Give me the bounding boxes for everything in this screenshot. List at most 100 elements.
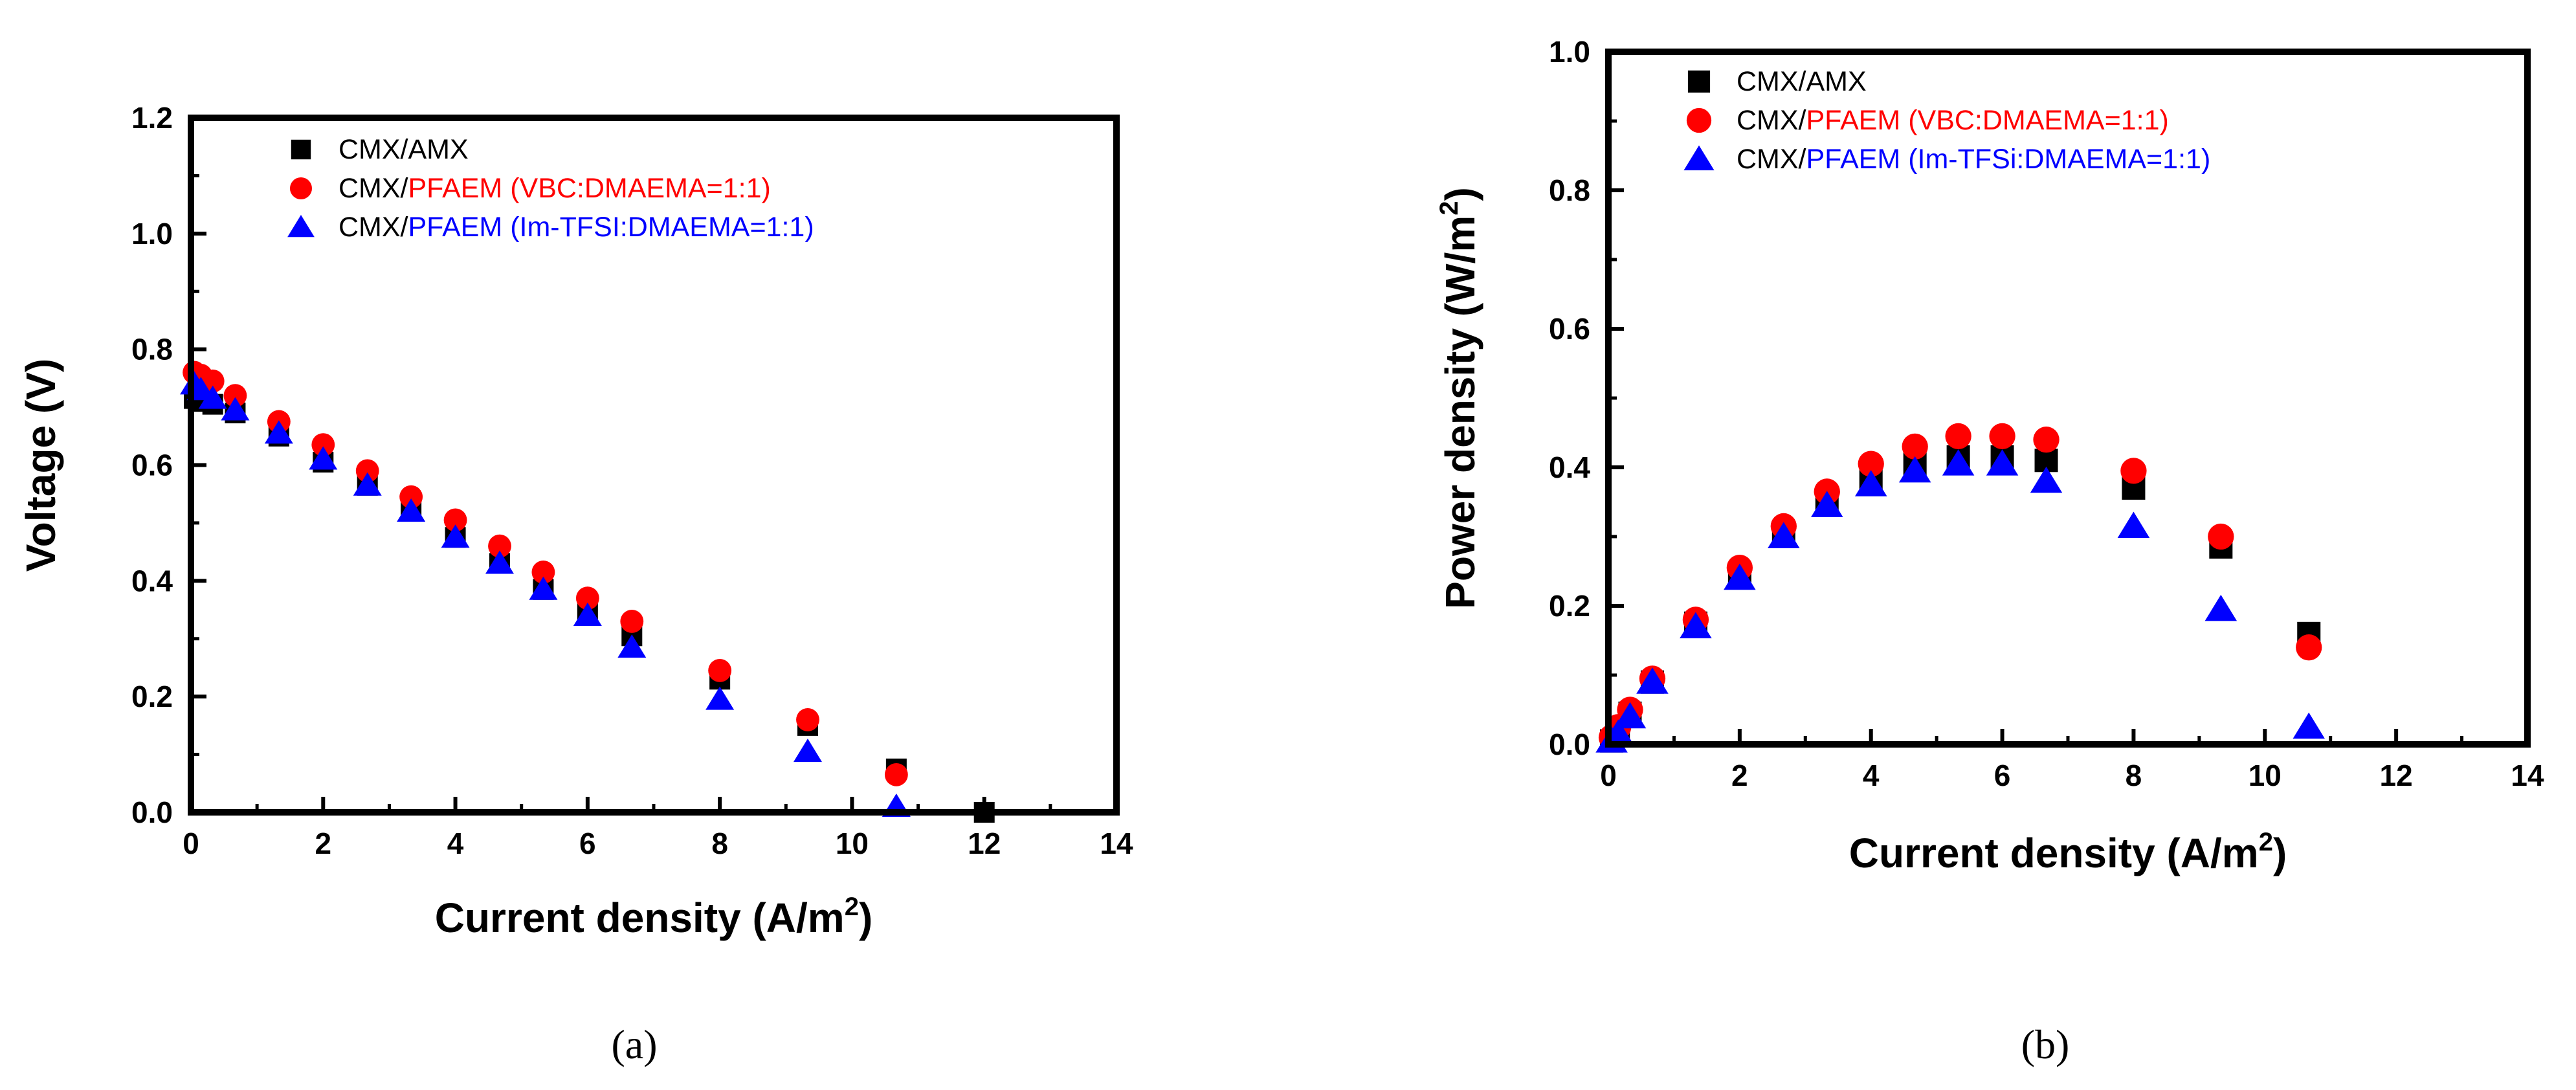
data-point-circle	[1858, 450, 1884, 477]
data-point-circle	[399, 485, 423, 509]
x-axis-label-a: Current density (A/m2)	[435, 893, 873, 941]
chart-panel-b: 0.00.20.40.60.81.0 0 2 4 6 8 10 12 14 CMX/AMXCM…	[1435, 35, 2544, 1067]
y-tick-label: 0.2	[1549, 589, 1590, 623]
x-tick-label: 10	[836, 827, 869, 860]
plot-frame-a	[188, 115, 1120, 816]
x-tick-label: 2	[315, 827, 331, 860]
legend-label: CMX/AMX	[1737, 66, 1867, 97]
data-point-triangle	[198, 385, 227, 409]
data-point-triangle	[2293, 712, 2325, 739]
data-point-triangle	[793, 739, 822, 762]
data-point-circle	[311, 433, 335, 457]
x-tick-label: 14	[1100, 827, 1133, 860]
x-tick-labels-b: 0 2 4 6 8 10 12 14	[1600, 759, 2544, 792]
data-point-triangle	[573, 602, 602, 626]
x-tick-label: 8	[711, 827, 728, 860]
data-point-triangle	[264, 420, 293, 444]
data-point-circle	[355, 459, 379, 483]
legend-marker-circle	[289, 177, 313, 200]
y-tick-label: 0.6	[131, 449, 173, 482]
data-point-triangle	[397, 498, 426, 522]
data-point-circle	[2296, 634, 2322, 661]
data-point-circle	[1945, 423, 1971, 450]
x-tick-label: 4	[447, 827, 464, 860]
y-tick-label: 0.8	[1549, 173, 1590, 207]
y-tick-label: 1.2	[131, 101, 173, 135]
data-point-circle	[2120, 458, 2147, 484]
y-tick-label: 0.8	[131, 333, 173, 366]
data-point-triangle	[617, 634, 647, 658]
data-point-triangle	[353, 472, 382, 496]
data-point-circle	[488, 534, 511, 558]
data-point-circle	[223, 384, 247, 408]
legend-label: CMX/PFAEM (VBC:DMAEMA=1:1)	[339, 173, 771, 204]
data-point-triangle	[485, 550, 515, 574]
data-point-circle	[531, 561, 555, 584]
data-point-triangle	[1614, 702, 1647, 729]
x-tick-label: 4	[1863, 759, 1880, 792]
data-point-circle	[796, 708, 819, 731]
y-tick-label: 0.0	[131, 795, 173, 829]
data-point-triangle	[1636, 667, 1669, 694]
legend-marker-square	[291, 139, 311, 160]
data-point-circle	[708, 659, 732, 682]
data-point-triangle	[221, 397, 250, 421]
data-point-triangle	[1942, 449, 1975, 476]
data-point-triangle	[309, 446, 338, 470]
data-point-triangle	[529, 576, 558, 600]
data-point-triangle	[441, 524, 470, 548]
plot-frame-b	[1605, 49, 2531, 748]
legend-label: CMX/PFAEM (Im-TFSI:DMAEMA=1:1)	[339, 212, 814, 243]
x-tick-labels-a: 0 2 4 6 8 10 12 14	[183, 827, 1133, 860]
data-point-triangle	[1854, 470, 1887, 496]
data-marks-b	[1595, 423, 2325, 753]
legend-b: CMX/AMX CMX/PFAEM (VBC:DMAEMA=1:1) CMX/PFA…	[1683, 66, 2210, 175]
data-point-circle	[1989, 423, 2015, 450]
y-tick-labels-b: 0.0 0.2 0.4 0.6 0.8 1.0	[1549, 35, 1590, 761]
x-tick-label: 10	[2248, 759, 2282, 792]
y-tick-label: 0.2	[131, 680, 173, 713]
y-tick-labels-a: 0.0 0.2 0.4 0.6 0.8 1.0 1.2	[131, 101, 173, 829]
data-point-triangle	[1724, 563, 1756, 590]
legend-label: CMX/PFAEM (Im-TFSi:DMAEMA=1:1)	[1737, 144, 2210, 175]
x-tick-label: 2	[1731, 759, 1748, 792]
data-point-circle	[2208, 523, 2234, 550]
data-point-circle	[620, 610, 644, 633]
x-tick-label: 6	[579, 827, 596, 860]
y-tick-label: 0.0	[1549, 728, 1590, 761]
x-tick-label: 14	[2511, 759, 2544, 792]
data-point-circle	[443, 508, 467, 532]
x-tick-label: 0	[1600, 759, 1617, 792]
panel-caption-a: (a)	[611, 1021, 657, 1067]
y-tick-label: 0.4	[131, 564, 173, 597]
y-tick-label: 1.0	[131, 217, 173, 250]
y-tick-label: 1.0	[1549, 35, 1590, 69]
data-point-triangle	[2117, 511, 2150, 538]
data-point-triangle	[1811, 491, 1843, 517]
legend-a: CMX/AMX CMX/PFAEM (VBC:DMAEMA=1:1) CMX/PFA…	[287, 134, 814, 243]
x-tick-label: 8	[2126, 759, 2142, 792]
panel-caption-b: (b)	[2021, 1021, 2070, 1067]
x-tick-label: 6	[1994, 759, 2011, 792]
legend-marker-square	[1687, 70, 1711, 93]
data-marks-a	[180, 361, 995, 823]
legend-marker-circle	[1686, 107, 1712, 133]
legend-marker-triangle	[287, 215, 315, 238]
data-point-triangle	[1768, 522, 1800, 548]
data-point-triangle	[1986, 449, 2019, 476]
x-axis-label-b: Current density (A/m2)	[1849, 828, 2287, 876]
chart-panel-a: 0.0 0.2 0.4 0.6 0.8 1.0 1.2 0 2 4 6 8 10 12 14 CMX/AM…	[17, 101, 1133, 1067]
y-tick-label: 0.6	[1549, 312, 1590, 346]
legend-label: CMX/AMX	[339, 134, 469, 165]
y-axis-label-a: Voltage (V)	[17, 359, 64, 572]
data-point-circle	[575, 586, 599, 610]
x-tick-label: 0	[183, 827, 199, 860]
y-tick-label: 0.4	[1549, 450, 1590, 484]
data-point-circle	[1902, 433, 1928, 460]
legend-label: CMX/PFAEM (VBC:DMAEMA=1:1)	[1737, 105, 2169, 136]
legend-marker-triangle	[1683, 145, 1715, 171]
x-tick-label: 12	[2380, 759, 2413, 792]
data-point-triangle	[1680, 612, 1712, 639]
data-point-circle	[884, 762, 908, 786]
